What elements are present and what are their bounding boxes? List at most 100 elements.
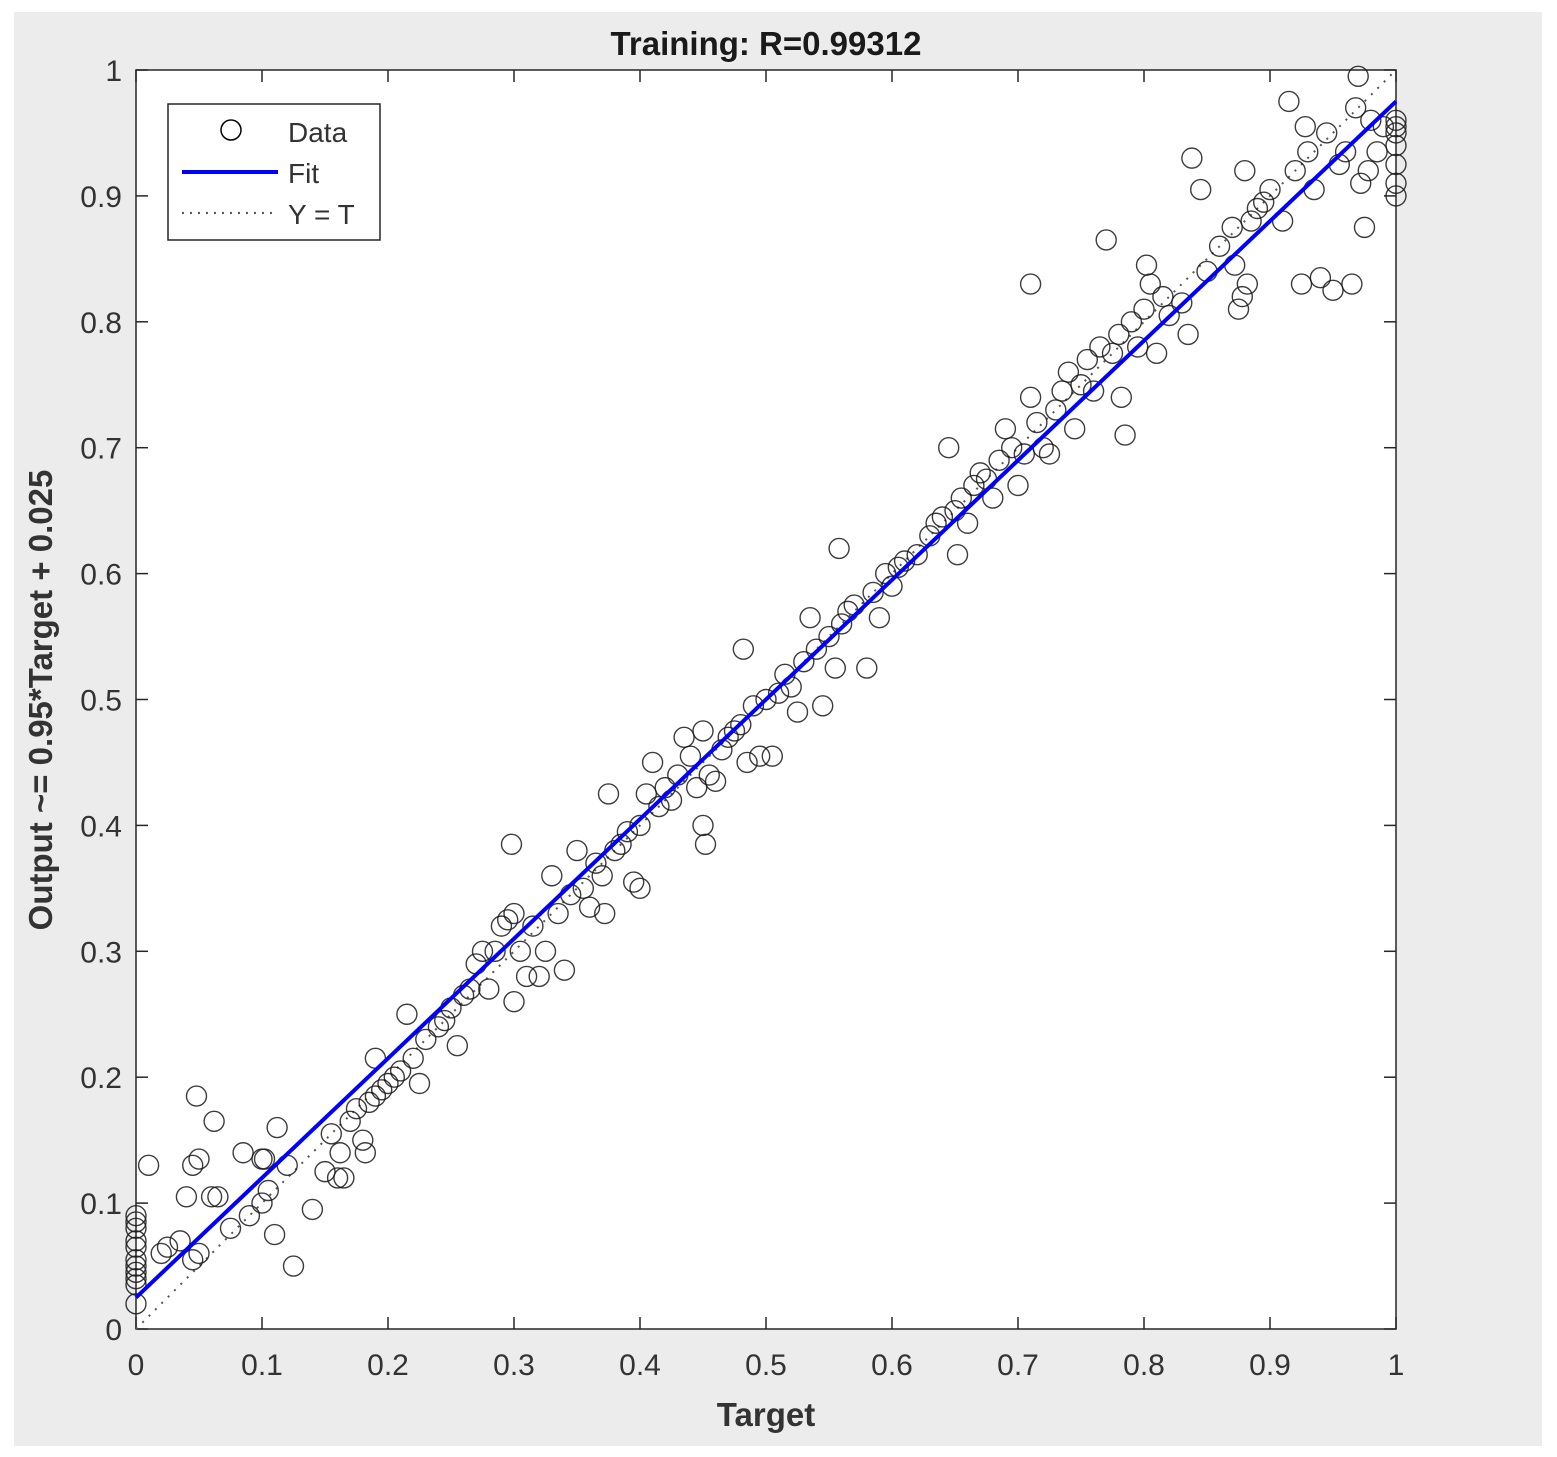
- data-point: [553, 959, 576, 981]
- data-point: [358, 1091, 380, 1114]
- data-point: [125, 1217, 147, 1239]
- data-point: [641, 751, 664, 774]
- data-point: [812, 695, 834, 717]
- data-point: [786, 701, 809, 723]
- data-point: [1284, 160, 1306, 182]
- data-point: [1309, 267, 1332, 289]
- x-tick-label: 0.9: [1249, 1349, 1291, 1382]
- data-point: [503, 990, 525, 1013]
- data-point: [1108, 323, 1130, 346]
- data-point: [377, 1072, 399, 1095]
- data-point: [585, 852, 607, 874]
- data-point: [1290, 273, 1313, 295]
- data-point: [181, 1154, 204, 1177]
- data-point: [616, 820, 639, 843]
- data-point: [799, 606, 821, 629]
- data-point: [125, 1230, 147, 1252]
- data-point: [1353, 216, 1376, 239]
- data-point: [125, 1211, 147, 1233]
- data-point: [1227, 298, 1250, 320]
- data-point: [408, 1072, 431, 1095]
- y-axis-label: Output ~= 0.95*Target + 0.025: [22, 470, 59, 931]
- data-point: [263, 1223, 286, 1246]
- data-point: [1089, 336, 1111, 358]
- data-point: [354, 1142, 377, 1164]
- y-tick-label: 0.3: [80, 936, 122, 969]
- data-point: [185, 1085, 208, 1107]
- data-point: [251, 1192, 273, 1214]
- data-point: [257, 1179, 279, 1202]
- data-point: [881, 575, 903, 597]
- data-point: [1152, 285, 1174, 308]
- data-point: [1315, 122, 1338, 144]
- data-point: [352, 1129, 374, 1151]
- data-point: [635, 783, 657, 805]
- data-point: [500, 833, 523, 855]
- data-point: [1019, 273, 1042, 295]
- data-point: [1334, 141, 1357, 163]
- y-tick-label: 0: [105, 1314, 122, 1347]
- data-point: [314, 1160, 336, 1183]
- data-point: [326, 1167, 349, 1189]
- data-point: [1013, 443, 1036, 465]
- data-point: [1095, 229, 1117, 251]
- data-points-layer: [125, 65, 1407, 1315]
- data-point: [1366, 141, 1388, 163]
- data-point: [1385, 153, 1407, 176]
- data-point: [1372, 115, 1395, 138]
- data-point: [648, 795, 670, 818]
- x-tick-label: 0.4: [619, 1349, 661, 1382]
- data-point: [856, 657, 878, 679]
- data-point: [629, 814, 651, 837]
- y-tick-label: 1: [105, 55, 122, 88]
- axis-ticks: 0 0.1 0.2 0.3 0.4 0.5 0.6 0.7 0.8 0.9 1 0 0.1 0.2 0.3 0…: [80, 55, 1404, 1382]
- x-axis-label: Target: [717, 1396, 815, 1433]
- data-point: [1045, 399, 1067, 421]
- data-point: [805, 638, 828, 660]
- data-point: [1350, 172, 1372, 195]
- data-point: [1385, 115, 1407, 138]
- data-point: [1019, 386, 1042, 409]
- data-point: [732, 638, 755, 660]
- data-point: [1171, 292, 1193, 314]
- data-point: [956, 512, 979, 534]
- data-point: [1063, 418, 1086, 440]
- legend-fit-label: Fit: [288, 158, 319, 189]
- data-point: [1126, 336, 1149, 358]
- data-point: [1221, 216, 1243, 239]
- data-point: [1101, 342, 1124, 364]
- data-point: [125, 1293, 147, 1315]
- data-point: [717, 726, 739, 748]
- data-point: [528, 965, 550, 988]
- data-point: [1177, 323, 1199, 346]
- data-point: [125, 1204, 147, 1227]
- data-point: [541, 865, 563, 887]
- data-point: [1252, 191, 1275, 213]
- data-point: [623, 871, 645, 893]
- data-point: [673, 726, 695, 748]
- data-point: [534, 940, 557, 962]
- data-point: [723, 720, 746, 742]
- data-point: [181, 1249, 204, 1271]
- data-point: [125, 1267, 147, 1290]
- data-point: [345, 1097, 368, 1120]
- data-point: [686, 776, 708, 799]
- data-point: [125, 1236, 147, 1258]
- data-point: [1114, 424, 1136, 446]
- data-point: [946, 544, 969, 566]
- data-point: [730, 713, 752, 736]
- data-point: [1057, 361, 1080, 383]
- data-point: [1051, 380, 1073, 402]
- data-point: [232, 1142, 254, 1164]
- data-point: [1120, 311, 1143, 333]
- data-point: [509, 940, 531, 962]
- data-point: [818, 625, 840, 648]
- data-point: [1082, 380, 1105, 402]
- data-point: [329, 1142, 351, 1164]
- data-point: [1076, 348, 1099, 371]
- data-point: [931, 506, 954, 528]
- data-point: [484, 940, 506, 962]
- legend-identity-label: Y = T: [288, 199, 355, 230]
- data-point: [594, 902, 616, 925]
- data-point: [156, 1236, 179, 1258]
